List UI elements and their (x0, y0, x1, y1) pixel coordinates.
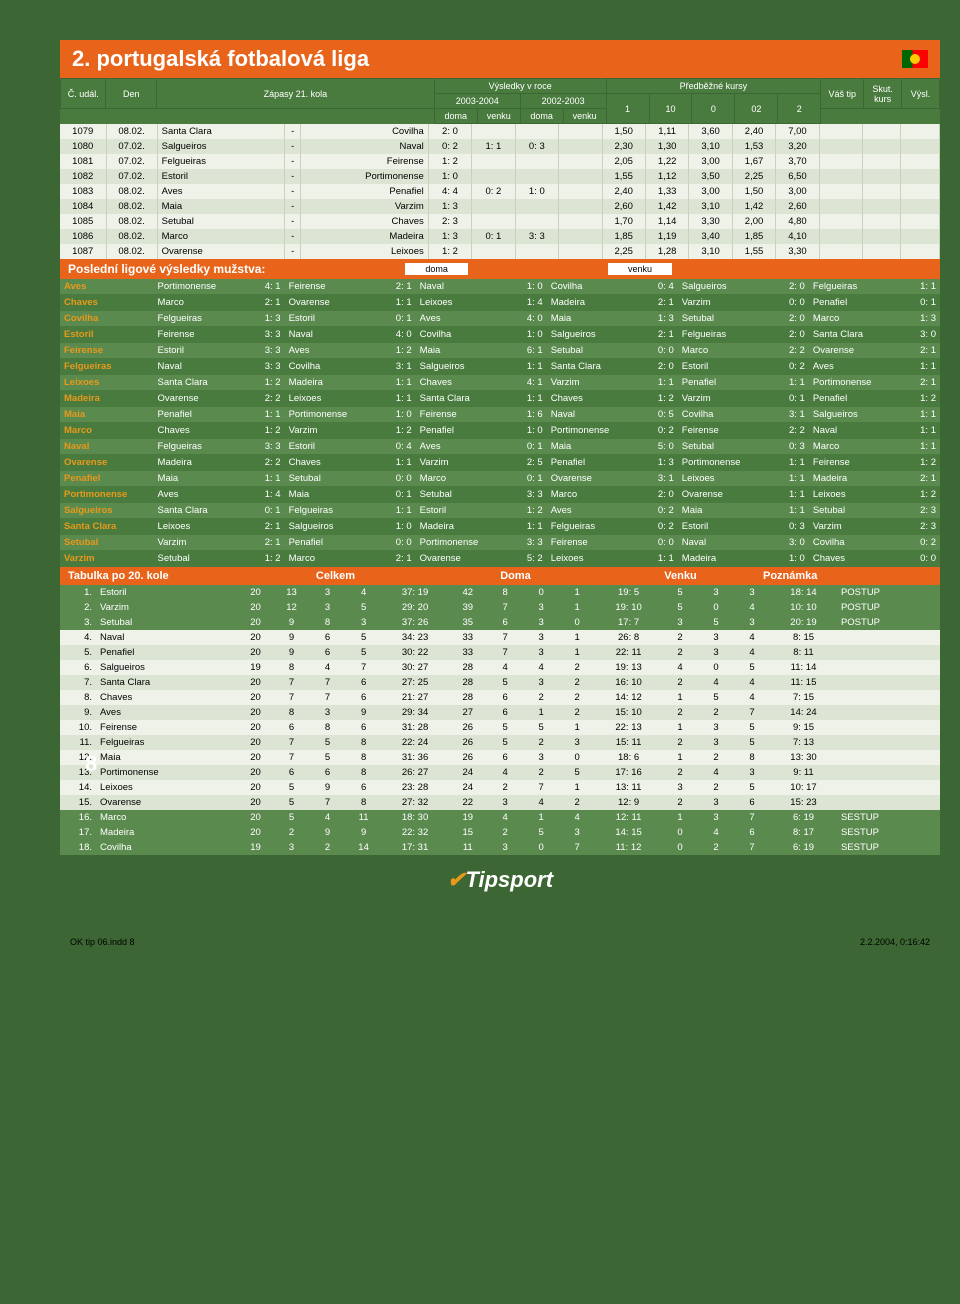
col-venku1: venku (477, 109, 520, 124)
col-id: Č. udál. (61, 79, 106, 109)
col-o2: 2 (778, 94, 821, 124)
col-skut: Skut. kurs (864, 79, 902, 109)
standings-row: 8.Chaves2077621: 272862214: 121547: 15 (60, 690, 940, 705)
result-row: ChavesMarco2: 1Ovarense1: 1Leixoes1: 4Ma… (60, 295, 940, 311)
standings-row: 11.Felgueiras2075822: 242652315: 112357:… (60, 735, 940, 750)
col-date: Den (106, 79, 157, 109)
result-row: PenafielMaia1: 1Setubal0: 0Marco0: 1Ovar… (60, 471, 940, 487)
result-row: NavalFelgueiras3: 3Estoril0: 4Aves0: 1Ma… (60, 439, 940, 455)
standings-row: 6.Salgueiros1984730: 272844219: 1340511:… (60, 660, 940, 675)
match-row: 107908.02.Santa Clara-Covilha2: 01,501,1… (60, 124, 940, 139)
standings-row: 14.Leixoes2059623: 282427113: 1132510: 1… (60, 780, 940, 795)
result-row: FeirenseEstoril3: 3Aves1: 2Maia6: 1Setub… (60, 343, 940, 359)
standings-row: 7.Santa Clara2077627: 252853216: 1024411… (60, 675, 940, 690)
matches-header: Č. udál. Den Zápasy 21. kola Výsledky v … (60, 78, 940, 124)
standings-row: 17.Madeira2029922: 321525314: 150468: 17… (60, 825, 940, 840)
match-row: 108107.02.Felgueiras-Feirense1: 22,051,2… (60, 154, 940, 169)
col-doma2: doma (520, 109, 563, 124)
standings-row: 1.Estoril20133437: 194280119: 553318: 14… (60, 585, 940, 600)
portugal-flag-icon (902, 50, 928, 68)
standings-celkem: Celkem (238, 570, 433, 582)
result-row: FelgueirasNaval3: 3Covilha3: 1Salgueiros… (60, 359, 940, 375)
col-2002: 2002-2003 (520, 94, 606, 109)
result-row: AvesPortimonense4: 1Feirense2: 1Naval1: … (60, 279, 940, 295)
col-doma1: doma (434, 109, 477, 124)
results-table: AvesPortimonense4: 1Feirense2: 1Naval1: … (60, 279, 940, 567)
standings-row: 13.Portimonense2066826: 272442517: 16243… (60, 765, 940, 780)
result-row: SetubalVarzim2: 1Penafiel0: 0Portimonens… (60, 535, 940, 551)
result-row: SalgueirosSanta Clara0: 1Felgueiras1: 1E… (60, 503, 940, 519)
match-row: 108207.02.Estoril-Portimonense1: 01,551,… (60, 169, 940, 184)
col-o10: 10 (649, 94, 692, 124)
col-results: Výsledky v roce (434, 79, 606, 94)
standings-row: 10.Feirense2068631: 282655122: 131359: 1… (60, 720, 940, 735)
result-row: PortimonenseAves1: 4Maia0: 1Setubal3: 3M… (60, 487, 940, 503)
standings-row: 5.Penafiel2096530: 223373122: 112348: 11 (60, 645, 940, 660)
match-row: 108007.02.Salgueiros-Naval0: 21: 10: 32,… (60, 139, 940, 154)
col-match: Zápasy 21. kola (156, 79, 434, 109)
col-o1: 1 (606, 94, 649, 124)
sub-venku: venku (608, 263, 672, 275)
result-row: Santa ClaraLeixoes2: 1Salgueiros1: 0Made… (60, 519, 940, 535)
match-row: 108608.02.Marco-Madeira1: 30: 13: 31,851… (60, 229, 940, 244)
col-o02: 02 (735, 94, 778, 124)
result-row: MadeiraOvarense2: 2Leixoes1: 1Santa Clar… (60, 391, 940, 407)
standings-doma: Doma (433, 570, 598, 582)
standings-row: 15.Ovarense2057827: 322234212: 923615: 2… (60, 795, 940, 810)
sub-doma: doma (405, 263, 468, 275)
standings-row: 16.Marco20541118: 301941412: 111376: 19S… (60, 810, 940, 825)
result-row: CovilhaFelgueiras1: 3Estoril0: 1Aves4: 0… (60, 311, 940, 327)
standings-row: 4.Naval2096534: 233373126: 82348: 15 (60, 630, 940, 645)
last-results-title: Poslední ligové výsledky mužstva: (68, 262, 265, 276)
match-row: 108408.02.Maia-Varzim1: 32,601,423,101,4… (60, 199, 940, 214)
matches-table: 107908.02.Santa Clara-Covilha2: 01,501,1… (60, 124, 940, 259)
standings-row: 3.Setubal2098337: 263563017: 735320: 19P… (60, 615, 940, 630)
league-title: 2. portugalská fotbalová liga (72, 46, 369, 72)
result-row: OvarenseMadeira2: 2Chaves1: 1Varzim2: 5P… (60, 455, 940, 471)
print-footer: OK tip 06.indd 8 2.2.2004, 0:16:42 (60, 897, 940, 947)
check-icon: ✔ (447, 867, 465, 892)
result-row: EstorilFeirense3: 3Naval4: 0Covilha1: 0S… (60, 327, 940, 343)
col-tip: Váš tip (821, 79, 864, 109)
standings-venku: Venku (598, 570, 763, 582)
tipsport-logo: ✔Tipsport (60, 855, 940, 897)
footer-file: OK tip 06.indd 8 (70, 937, 135, 947)
col-2003: 2003-2004 (434, 94, 520, 109)
standings-row: 18.Covilha19321417: 311130711: 120276: 1… (60, 840, 940, 855)
result-row: LeixoesSanta Clara1: 2Madeira1: 1Chaves4… (60, 375, 940, 391)
col-odds: Předběžné kursy (606, 79, 821, 94)
standings-row: 2.Varzim20123529: 203973119: 1050410: 10… (60, 600, 940, 615)
standings-title: Tabulka po 20. kole (68, 570, 238, 582)
col-o0: 0 (692, 94, 735, 124)
match-row: 108308.02.Aves-Penafiel4: 40: 21: 02,401… (60, 184, 940, 199)
result-row: MaiaPenafiel1: 1Portimonense1: 0Feirense… (60, 407, 940, 423)
footer-timestamp: 2.2.2004, 0:16:42 (860, 937, 930, 947)
last-results-header: Poslední ligové výsledky mužstva: doma v… (60, 259, 940, 279)
result-row: MarcoChaves1: 2Varzim1: 2Penafiel1: 0Por… (60, 423, 940, 439)
col-vysl: Výsl. (902, 79, 940, 109)
result-row: VarzimSetubal1: 2Marco2: 1Ovarense5: 2Le… (60, 551, 940, 567)
match-row: 108508.02.Setubal-Chaves2: 31,701,143,30… (60, 214, 940, 229)
standings-pozn: Poznámka (763, 570, 843, 582)
standings-row: 12.Maia2075831: 362663018: 612813: 30 (60, 750, 940, 765)
match-row: 108708.02.Ovarense-Leixoes1: 22,251,283,… (60, 244, 940, 259)
page-number: 8 (85, 751, 97, 777)
standings-table: 1.Estoril20133437: 194280119: 553318: 14… (60, 585, 940, 855)
standings-header: Tabulka po 20. kole Celkem Doma Venku Po… (60, 567, 940, 585)
standings-row: 9.Aves2083929: 342761215: 1022714: 24 (60, 705, 940, 720)
col-venku2: venku (563, 109, 606, 124)
league-title-bar: 2. portugalská fotbalová liga (60, 40, 940, 78)
